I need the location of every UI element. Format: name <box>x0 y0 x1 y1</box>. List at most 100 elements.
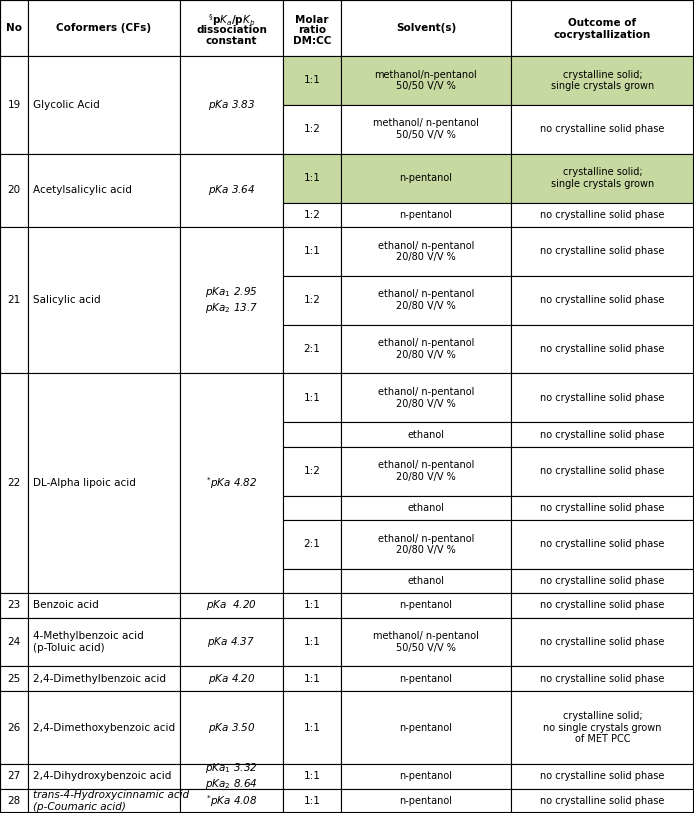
Bar <box>180 764 283 789</box>
Bar <box>283 422 341 446</box>
Text: p$\it{K}$$\it{a}$ 3.50: p$\it{K}$$\it{a}$ 3.50 <box>208 720 255 734</box>
Text: no crystalline solid phase: no crystalline solid phase <box>541 210 665 220</box>
Text: 1:1: 1:1 <box>303 796 321 806</box>
Text: ethanol: ethanol <box>407 576 444 586</box>
Bar <box>28 0 180 56</box>
Bar <box>283 667 341 691</box>
Bar <box>283 691 341 764</box>
Bar <box>28 667 180 691</box>
Bar <box>341 202 511 227</box>
Text: 1:1: 1:1 <box>303 246 321 256</box>
Bar <box>511 105 694 154</box>
Text: crystalline solid;
single crystals grown: crystalline solid; single crystals grown <box>551 70 654 91</box>
Bar <box>283 593 341 618</box>
Text: 20: 20 <box>8 185 21 195</box>
Bar <box>28 691 180 764</box>
Bar <box>180 618 283 667</box>
Text: Solvent(s): Solvent(s) <box>396 23 456 33</box>
Text: trans-4-Hydroxycinnamic acid
(p-Coumaric acid): trans-4-Hydroxycinnamic acid (p-Coumaric… <box>33 789 189 812</box>
Bar <box>180 691 283 764</box>
Bar <box>341 496 511 520</box>
Text: ethanol/ n-pentanol
20/80 V/V %: ethanol/ n-pentanol 20/80 V/V % <box>378 387 474 409</box>
Text: 19: 19 <box>8 100 21 110</box>
Bar <box>511 520 694 569</box>
Bar <box>283 154 341 202</box>
Text: 2,4-Dimethoxybenzoic acid: 2,4-Dimethoxybenzoic acid <box>33 723 175 733</box>
Text: n-pentanol: n-pentanol <box>400 723 452 733</box>
Text: n-pentanol: n-pentanol <box>400 772 452 781</box>
Text: ethanol/ n-pentanol
20/80 V/V %: ethanol/ n-pentanol 20/80 V/V % <box>378 533 474 555</box>
Bar <box>0 154 28 227</box>
Bar <box>511 569 694 593</box>
Text: 1:1: 1:1 <box>303 76 321 85</box>
Text: p$\it{K}$$\it{a}$  4.20: p$\it{K}$$\it{a}$ 4.20 <box>206 598 257 612</box>
Bar <box>28 227 180 373</box>
Bar <box>283 276 341 324</box>
Text: Outcome of: Outcome of <box>568 18 636 28</box>
Text: constant: constant <box>205 36 257 46</box>
Text: 1:1: 1:1 <box>303 601 321 611</box>
Text: 2:1: 2:1 <box>303 344 321 354</box>
Text: $^{§}$p$\it{K}_a$/p$\it{K}_b$: $^{§}$p$\it{K}_a$/p$\it{K}_b$ <box>208 12 255 28</box>
Bar <box>341 105 511 154</box>
Bar <box>341 764 511 789</box>
Bar <box>0 56 28 154</box>
Text: p$\it{K}$$\it{a}$$_2$ 8.64: p$\it{K}$$\it{a}$$_2$ 8.64 <box>205 777 257 791</box>
Text: 2,4-Dihydroxybenzoic acid: 2,4-Dihydroxybenzoic acid <box>33 772 171 781</box>
Bar <box>341 446 511 496</box>
Bar <box>0 373 28 593</box>
Text: 1:2: 1:2 <box>303 295 321 305</box>
Text: no crystalline solid phase: no crystalline solid phase <box>541 576 665 586</box>
Bar <box>0 227 28 373</box>
Text: p$\it{K}$$\it{a}$ 3.83: p$\it{K}$$\it{a}$ 3.83 <box>208 98 255 112</box>
Bar <box>341 667 511 691</box>
Text: DM:CC: DM:CC <box>293 36 331 46</box>
Bar <box>180 373 283 593</box>
Text: 28: 28 <box>8 796 21 806</box>
Bar <box>0 0 694 56</box>
Bar <box>511 276 694 324</box>
Text: n-pentanol: n-pentanol <box>400 173 452 183</box>
Text: $^{*}$p$\it{K}$$\it{a}$ 4.08: $^{*}$p$\it{K}$$\it{a}$ 4.08 <box>205 793 257 809</box>
Bar <box>283 496 341 520</box>
Bar <box>341 569 511 593</box>
Bar <box>341 154 511 202</box>
Bar <box>180 227 283 373</box>
Bar <box>511 227 694 276</box>
Bar <box>341 691 511 764</box>
Text: p$\it{K}$$\it{a}$$_1$ 3.32: p$\it{K}$$\it{a}$$_1$ 3.32 <box>205 761 257 776</box>
Text: no crystalline solid phase: no crystalline solid phase <box>541 637 665 647</box>
Bar <box>341 789 511 813</box>
Bar <box>511 154 694 202</box>
Bar <box>511 789 694 813</box>
Text: 1:1: 1:1 <box>303 637 321 647</box>
Text: ethanol/ n-pentanol
20/80 V/V %: ethanol/ n-pentanol 20/80 V/V % <box>378 460 474 482</box>
Bar <box>283 324 341 373</box>
Bar <box>283 373 341 422</box>
Text: n-pentanol: n-pentanol <box>400 674 452 684</box>
Text: 1:1: 1:1 <box>303 723 321 733</box>
Bar <box>28 764 180 789</box>
Bar <box>0 789 28 813</box>
Text: 1:1: 1:1 <box>303 173 321 183</box>
Text: no crystalline solid phase: no crystalline solid phase <box>541 796 665 806</box>
Text: 4-Methylbenzoic acid
(p-Toluic acid): 4-Methylbenzoic acid (p-Toluic acid) <box>33 631 144 653</box>
Bar <box>341 593 511 618</box>
Bar <box>511 446 694 496</box>
Bar <box>283 446 341 496</box>
Text: crystalline solid;
single crystals grown: crystalline solid; single crystals grown <box>551 167 654 189</box>
Text: n-pentanol: n-pentanol <box>400 796 452 806</box>
Bar <box>283 56 341 105</box>
Bar <box>511 691 694 764</box>
Text: no crystalline solid phase: no crystalline solid phase <box>541 344 665 354</box>
Text: no crystalline solid phase: no crystalline solid phase <box>541 466 665 476</box>
Bar <box>180 593 283 618</box>
Text: Glycolic Acid: Glycolic Acid <box>33 100 100 110</box>
Text: No: No <box>6 23 22 33</box>
Bar <box>0 764 28 789</box>
Bar <box>511 593 694 618</box>
Bar <box>341 618 511 667</box>
Text: no crystalline solid phase: no crystalline solid phase <box>541 295 665 305</box>
Bar <box>283 764 341 789</box>
Bar <box>511 764 694 789</box>
